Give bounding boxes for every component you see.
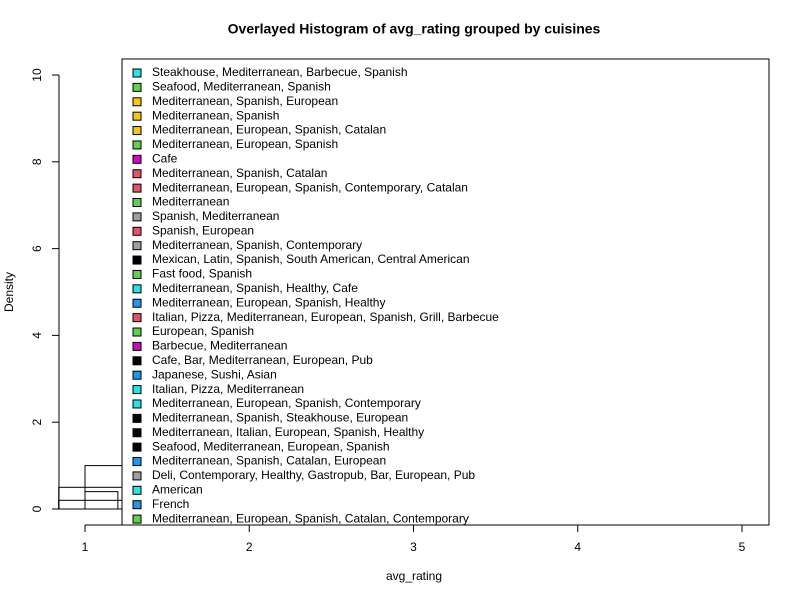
- legend-label: Cafe, Bar, Mediterranean, European, Pub: [152, 353, 373, 367]
- histogram-bar: [58, 486, 127, 510]
- legend-swatch: [132, 198, 142, 208]
- legend-swatch: [132, 226, 142, 236]
- legend-swatch: [132, 370, 142, 380]
- legend-label: Mediterranean, European, Spanish, Health…: [152, 295, 385, 309]
- legend-box: [121, 58, 770, 526]
- legend-swatch: [132, 313, 142, 323]
- legend-swatch: [132, 413, 142, 423]
- x-tick-label: 4: [574, 540, 581, 554]
- legend-label: Deli, Contemporary, Healthy, Gastropub, …: [152, 468, 475, 482]
- legend-swatch: [132, 500, 142, 510]
- legend-label: Italian, Pizza, Mediterranean: [152, 382, 304, 396]
- legend-label: Mediterranean, Spanish: [152, 108, 279, 122]
- legend-swatch: [132, 183, 142, 193]
- legend-swatch: [132, 241, 142, 251]
- x-tick-label: 1: [82, 540, 89, 554]
- legend-swatch: [132, 399, 142, 409]
- y-tick-label: 8: [30, 158, 44, 165]
- legend-label: Mediterranean, European, Spanish, Catala…: [152, 511, 469, 525]
- legend-swatch: [132, 356, 142, 366]
- legend-label: Mediterranean, European, Spanish, Contem…: [152, 180, 468, 194]
- legend-swatch: [132, 97, 142, 107]
- legend-label: Steakhouse, Mediterranean, Barbecue, Spa…: [152, 65, 408, 79]
- legend-swatch: [132, 255, 142, 265]
- legend-label: Barbecue, Mediterranean: [152, 339, 287, 353]
- legend-label: Seafood, Mediterranean, Spanish: [152, 80, 331, 94]
- legend-label: French: [152, 497, 189, 511]
- legend-swatch: [132, 442, 142, 452]
- legend-label: Mediterranean, Spanish, Catalan: [152, 166, 327, 180]
- legend-swatch: [132, 111, 142, 121]
- chart-title: Overlayed Histogram of avg_rating groupe…: [228, 21, 601, 37]
- legend-label: European, Spanish: [152, 324, 254, 338]
- legend-swatch: [132, 140, 142, 150]
- legend-label: Cafe: [152, 152, 178, 166]
- legend-swatch: [132, 212, 142, 222]
- legend-swatch: [132, 514, 142, 524]
- y-tick-label: 10: [30, 68, 44, 82]
- y-tick-label: 4: [30, 332, 44, 339]
- x-tick-label: 2: [246, 540, 253, 554]
- y-axis-label: Density: [2, 272, 16, 312]
- legend-label: Mediterranean, European, Spanish: [152, 137, 338, 151]
- x-tick-label: 5: [739, 540, 746, 554]
- x-tick-label: 3: [410, 540, 417, 554]
- legend-label: Mediterranean, Spanish, European: [152, 94, 338, 108]
- x-axis-label: avg_rating: [386, 569, 442, 583]
- legend-label: Mediterranean, Spanish, Healthy, Cafe: [152, 281, 358, 295]
- legend-swatch: [132, 298, 142, 308]
- legend-label: Spanish, European: [152, 223, 254, 237]
- legend-label: Spanish, Mediterranean: [152, 209, 279, 223]
- legend-label: Italian, Pizza, Mediterranean, European,…: [152, 310, 499, 324]
- legend-label: Mexican, Latin, Spanish, South American,…: [152, 252, 470, 266]
- legend-label: Mediterranean, Spanish, Steakhouse, Euro…: [152, 411, 408, 425]
- legend-label: Seafood, Mediterranean, European, Spanis…: [152, 439, 390, 453]
- legend-label: American: [152, 482, 203, 496]
- legend-swatch: [132, 82, 142, 92]
- histogram-bar: [58, 499, 127, 510]
- legend-label: Mediterranean, Spanish, Contemporary: [152, 238, 362, 252]
- legend-swatch: [132, 327, 142, 337]
- legend-swatch: [132, 471, 142, 481]
- legend-swatch: [132, 457, 142, 467]
- legend-swatch: [132, 269, 142, 279]
- legend-swatch: [132, 284, 142, 294]
- legend-swatch: [132, 428, 142, 438]
- legend-swatch: [132, 126, 142, 136]
- y-tick-label: 2: [30, 419, 44, 426]
- legend-swatch: [132, 169, 142, 179]
- legend-swatch: [132, 341, 142, 351]
- legend-label: Mediterranean, Italian, European, Spanis…: [152, 425, 424, 439]
- y-tick-label: 6: [30, 245, 44, 252]
- legend-swatch: [132, 485, 142, 495]
- legend-label: Mediterranean, Spanish, Catalan, Europea…: [152, 454, 386, 468]
- y-tick-label: 0: [30, 505, 44, 512]
- legend-swatch: [132, 385, 142, 395]
- legend-label: Fast food, Spanish: [152, 267, 252, 281]
- legend-swatch: [132, 68, 142, 78]
- legend-label: Mediterranean: [152, 195, 229, 209]
- legend-label: Mediterranean, European, Spanish, Contem…: [152, 396, 421, 410]
- legend-label: Mediterranean, European, Spanish, Catala…: [152, 123, 386, 137]
- legend-label: Japanese, Sushi, Asian: [152, 367, 277, 381]
- legend-swatch: [132, 154, 142, 164]
